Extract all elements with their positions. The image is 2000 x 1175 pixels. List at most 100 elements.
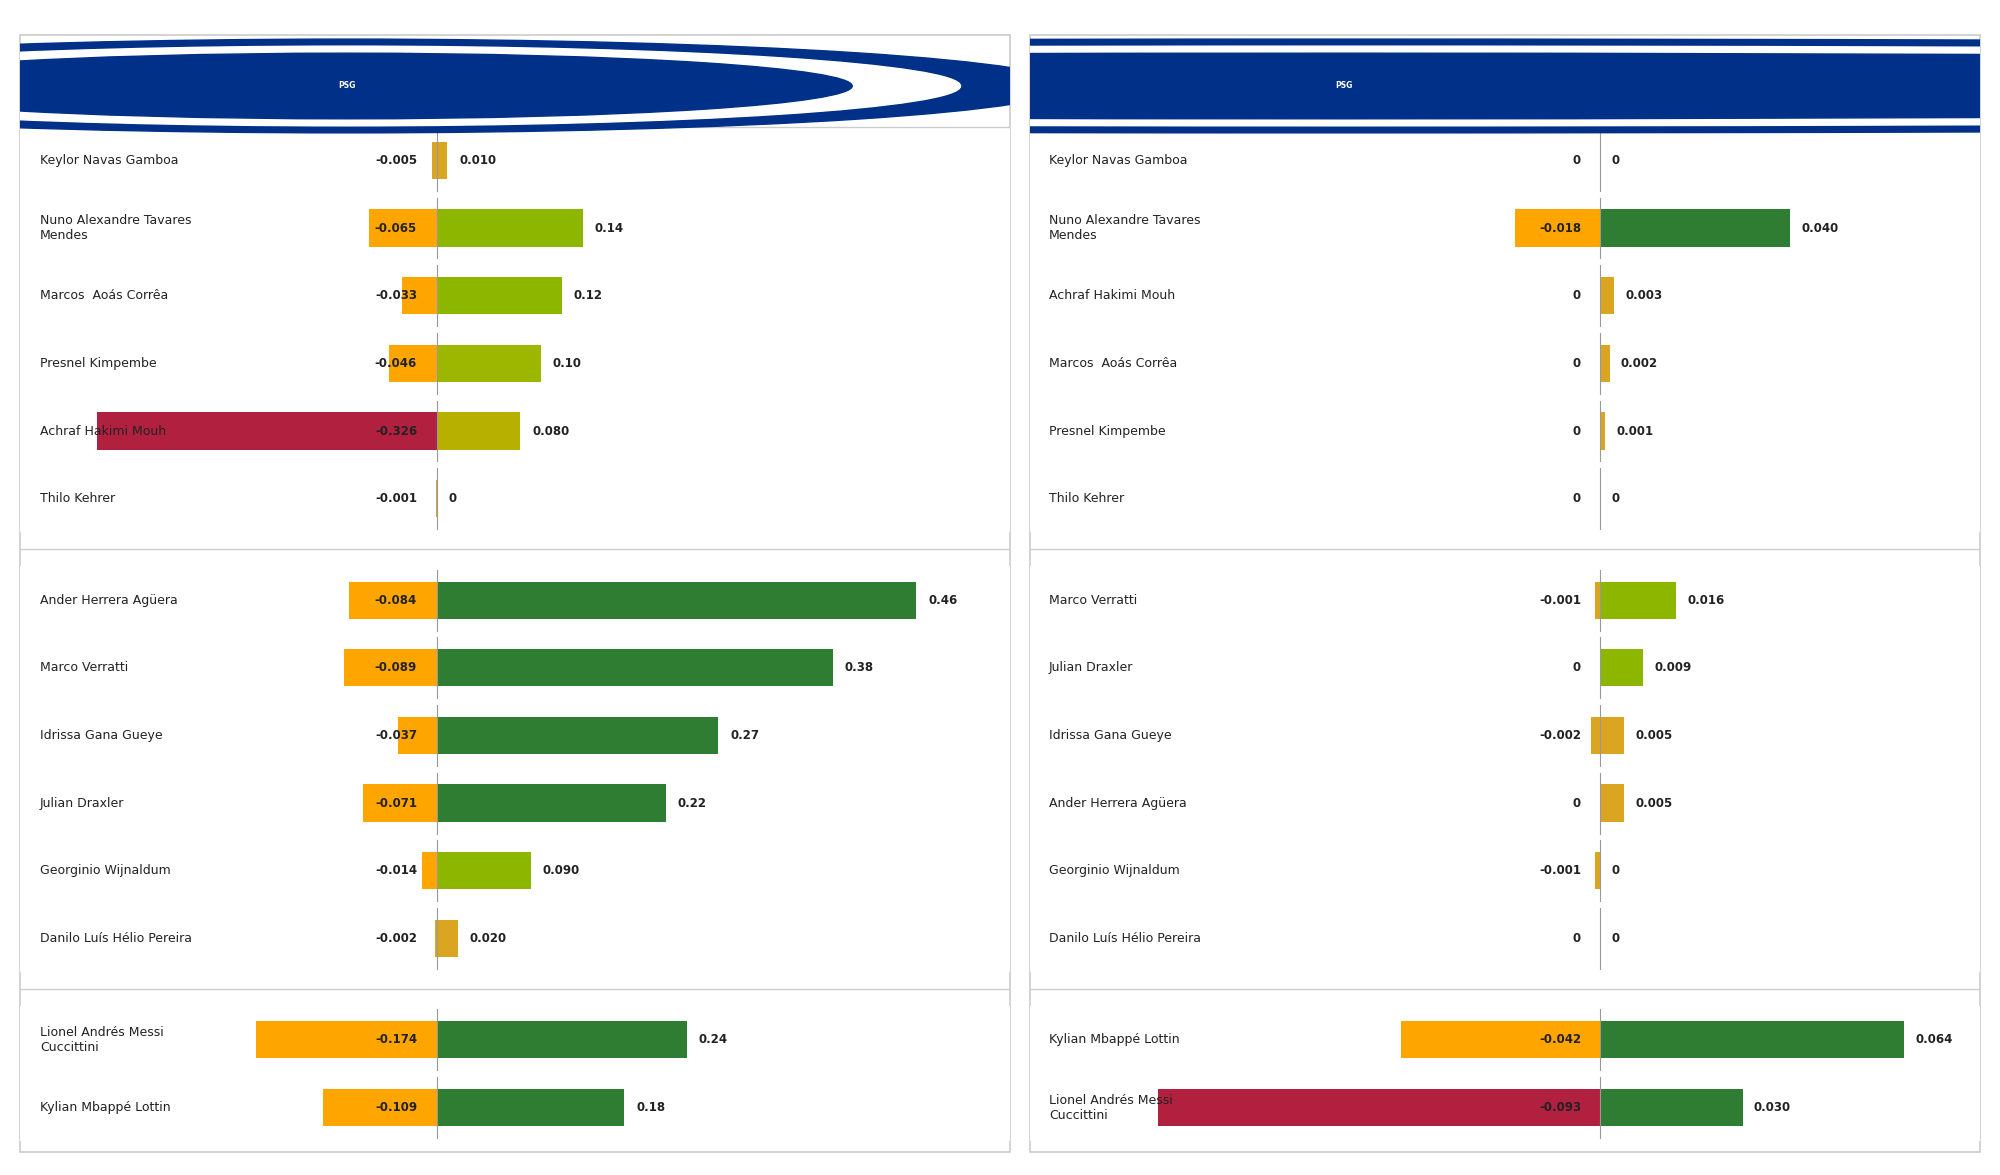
- Text: Marcos  Aoás Corrêa: Marcos Aoás Corrêa: [1048, 357, 1178, 370]
- Text: 0: 0: [1612, 154, 1620, 167]
- Text: 0: 0: [1612, 492, 1620, 505]
- Bar: [1600, 277, 1614, 314]
- Text: Kylian Mbappé Lottin: Kylian Mbappé Lottin: [40, 1101, 170, 1114]
- Text: Thilo Kehrer: Thilo Kehrer: [40, 492, 114, 505]
- Bar: [350, 582, 436, 619]
- Text: 0.090: 0.090: [542, 865, 580, 878]
- Text: 0: 0: [1572, 424, 1580, 437]
- Text: 0: 0: [1572, 154, 1580, 167]
- Bar: [436, 277, 562, 314]
- Bar: [1600, 785, 1624, 821]
- Bar: [436, 852, 530, 889]
- Bar: [1030, 397, 1980, 465]
- Text: -0.042: -0.042: [1538, 1033, 1580, 1047]
- Bar: [436, 412, 520, 450]
- Text: 0.14: 0.14: [594, 222, 624, 235]
- Text: -0.089: -0.089: [374, 662, 418, 674]
- Text: 0.38: 0.38: [844, 662, 874, 674]
- Bar: [436, 1021, 686, 1059]
- Text: PSG: PSG: [338, 81, 356, 90]
- Text: -0.001: -0.001: [1540, 865, 1580, 878]
- Text: Marco Verratti: Marco Verratti: [1048, 593, 1138, 606]
- Text: 0: 0: [1572, 797, 1580, 810]
- Text: Danilo Luís Hélio Pereira: Danilo Luís Hélio Pereira: [1048, 932, 1200, 945]
- Text: -0.033: -0.033: [376, 289, 418, 302]
- Text: -0.018: -0.018: [1538, 222, 1580, 235]
- Circle shape: [0, 46, 2000, 126]
- Text: Georginio Wijnaldum: Georginio Wijnaldum: [40, 865, 170, 878]
- Bar: [436, 582, 916, 619]
- Bar: [434, 920, 436, 956]
- Text: 0.040: 0.040: [1802, 222, 1838, 235]
- Text: -0.002: -0.002: [1540, 728, 1580, 741]
- Text: 0: 0: [1612, 865, 1620, 878]
- Text: Keylor Navas Gamboa: Keylor Navas Gamboa: [1048, 154, 1188, 167]
- Text: 0: 0: [1572, 357, 1580, 370]
- Bar: [1030, 905, 1980, 972]
- Text: 0: 0: [448, 492, 456, 505]
- Bar: [1030, 465, 1980, 532]
- Text: Achraf Hakimi Mouh: Achraf Hakimi Mouh: [40, 424, 166, 437]
- Text: 0.22: 0.22: [678, 797, 706, 810]
- Text: xT from Dribbles: xT from Dribbles: [1068, 76, 1264, 96]
- Text: PSG: PSG: [1334, 81, 1352, 90]
- Bar: [436, 717, 718, 754]
- Text: 0.24: 0.24: [698, 1033, 728, 1047]
- Text: 0: 0: [1572, 662, 1580, 674]
- Bar: [370, 209, 436, 247]
- Bar: [1600, 412, 1604, 450]
- Text: Marco Verratti: Marco Verratti: [40, 662, 128, 674]
- Text: Julian Draxler: Julian Draxler: [40, 797, 124, 810]
- Bar: [402, 277, 436, 314]
- Bar: [432, 142, 436, 179]
- Text: xT from Passes: xT from Passes: [60, 76, 238, 96]
- Bar: [436, 785, 666, 821]
- Bar: [436, 209, 582, 247]
- Bar: [1400, 1021, 1600, 1059]
- Bar: [436, 344, 542, 382]
- Text: Ander Herrera Agüera: Ander Herrera Agüera: [40, 593, 178, 606]
- Text: -0.002: -0.002: [376, 932, 418, 945]
- Text: -0.005: -0.005: [374, 154, 418, 167]
- Bar: [344, 649, 436, 686]
- Text: 0.12: 0.12: [574, 289, 602, 302]
- Text: Nuno Alexandre Tavares
Mendes: Nuno Alexandre Tavares Mendes: [1048, 214, 1200, 242]
- Text: 0.005: 0.005: [1636, 797, 1672, 810]
- Text: -0.046: -0.046: [374, 357, 418, 370]
- Bar: [20, 837, 1010, 905]
- Text: 0: 0: [1572, 932, 1580, 945]
- Circle shape: [0, 53, 2000, 119]
- Bar: [1030, 770, 1980, 837]
- Bar: [1030, 566, 1980, 635]
- Bar: [1590, 717, 1600, 754]
- Text: Georginio Wijnaldum: Georginio Wijnaldum: [1048, 865, 1180, 878]
- Bar: [422, 852, 436, 889]
- Bar: [1030, 1006, 1980, 1074]
- Text: Presnel Kimpembe: Presnel Kimpembe: [40, 357, 156, 370]
- Text: Achraf Hakimi Mouh: Achraf Hakimi Mouh: [1048, 289, 1176, 302]
- Bar: [1600, 1021, 1904, 1059]
- Bar: [1158, 1089, 1600, 1126]
- Text: -0.109: -0.109: [374, 1101, 418, 1114]
- Circle shape: [0, 53, 852, 119]
- Text: 0.003: 0.003: [1626, 289, 1662, 302]
- Bar: [20, 701, 1010, 770]
- Text: 0.010: 0.010: [460, 154, 496, 167]
- Text: -0.065: -0.065: [374, 222, 418, 235]
- Text: 0: 0: [1572, 289, 1580, 302]
- Text: Keylor Navas Gamboa: Keylor Navas Gamboa: [40, 154, 178, 167]
- Text: 0.009: 0.009: [1654, 662, 1692, 674]
- Bar: [436, 649, 832, 686]
- Text: 0.020: 0.020: [470, 932, 506, 945]
- Bar: [20, 566, 1010, 635]
- Text: 0.46: 0.46: [928, 593, 958, 606]
- Bar: [20, 262, 1010, 329]
- Text: Presnel Kimpembe: Presnel Kimpembe: [1048, 424, 1166, 437]
- Text: Nuno Alexandre Tavares
Mendes: Nuno Alexandre Tavares Mendes: [40, 214, 192, 242]
- Text: -0.014: -0.014: [374, 865, 418, 878]
- Bar: [256, 1021, 436, 1059]
- Text: -0.093: -0.093: [1538, 1101, 1580, 1114]
- Bar: [20, 465, 1010, 532]
- Bar: [1600, 582, 1676, 619]
- Text: -0.037: -0.037: [376, 728, 418, 741]
